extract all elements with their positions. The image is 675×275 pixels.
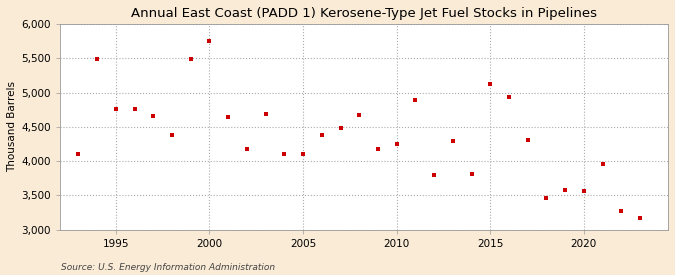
Point (298, 152, 308, 156)
Point (261, 112, 271, 117)
Point (578, 189, 589, 194)
Point (634, 216, 645, 220)
Point (597, 162, 608, 166)
Point (410, 98, 421, 102)
Point (73, 152, 84, 156)
Point (148, 114, 159, 118)
Y-axis label: Thousand Barrels: Thousand Barrels (7, 81, 17, 172)
Point (223, 114, 234, 119)
Point (392, 142, 402, 146)
Point (335, 125, 346, 130)
Point (279, 152, 290, 156)
Point (373, 147, 383, 152)
Point (111, 107, 122, 111)
Point (541, 195, 551, 200)
Point (448, 139, 458, 144)
Point (354, 113, 364, 117)
Point (504, 94, 514, 99)
Point (429, 173, 439, 177)
Point (485, 82, 495, 86)
Point (317, 133, 327, 137)
Point (242, 147, 252, 151)
Point (616, 208, 626, 213)
Point (204, 39, 215, 43)
Point (186, 57, 196, 61)
Text: Source: U.S. Energy Information Administration: Source: U.S. Energy Information Administ… (61, 263, 275, 272)
Point (466, 171, 477, 176)
Title: Annual East Coast (PADD 1) Kerosene-Type Jet Fuel Stocks in Pipelines: Annual East Coast (PADD 1) Kerosene-Type… (131, 7, 597, 20)
Point (167, 133, 178, 137)
Point (92, 57, 103, 61)
Point (129, 107, 140, 111)
Point (522, 138, 533, 142)
Point (560, 188, 570, 192)
